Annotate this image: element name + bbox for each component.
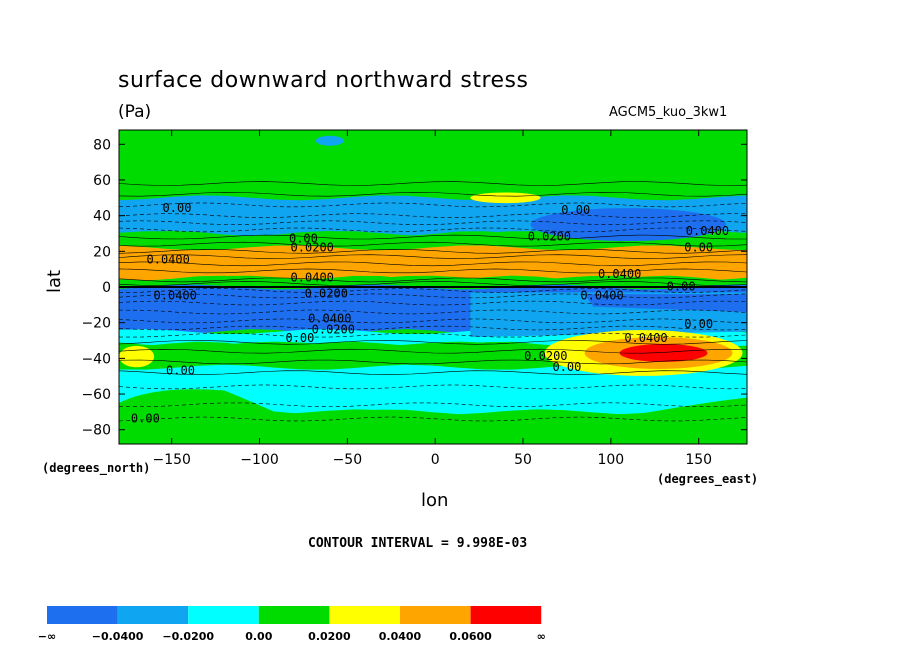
contour-line [119,359,747,365]
contour-label: 0.00 [285,331,314,345]
contour-label: 0.0400 [686,224,729,238]
contour-label: 0.00 [163,201,192,215]
contour-label: 0.00 [684,240,713,254]
contour-interval: CONTOUR INTERVAL = 9.998E-03 [308,536,528,551]
x-tick-label: 100 [597,452,624,468]
colorbar-label: 0.00 [245,630,272,643]
colorbar-label: −0.0200 [162,630,214,643]
x-tick-label: −100 [240,452,278,468]
contour-line [119,281,747,286]
colorbar-swatch [400,606,471,624]
contour-line [119,370,747,375]
antarctic-green [119,389,313,444]
zonal-band [119,130,747,201]
y-tick-label: 20 [93,244,111,260]
y-tick-label: −40 [81,351,111,367]
contour-line [119,268,747,274]
colorbar-label: 0.0200 [308,630,351,643]
sh-positive-core [619,344,708,362]
colorbar-swatch [258,606,330,624]
contour-line [119,248,747,254]
contour-line [119,234,747,240]
zonal-band [119,245,747,281]
contour-label: 0.00 [667,280,696,294]
arctic-cyan-patch [315,135,344,146]
contour-line [119,348,747,354]
colorbar-swatch [117,606,189,624]
x-tick-label: 0 [431,452,440,468]
contour-label: 0.0200 [312,322,355,336]
nh-negative-core [530,208,727,242]
contour-line [119,181,747,186]
contour-label: 0.0400 [291,271,334,285]
contour-label: 0.0200 [528,230,571,244]
colorbar-swatch [47,606,118,624]
model-label: AGCM5_kuo_3kw1 [609,105,728,120]
contour-line [119,340,747,345]
y-tick-label: 0 [102,280,111,296]
contour-label: 0.0200 [305,287,348,301]
colorbar-label: ∞ [537,630,546,643]
contour-label: 0.00 [552,360,581,374]
arctic-green-west [119,130,172,163]
y-tick-label: −20 [81,316,111,332]
colorbar-swatch [188,606,259,624]
contour-label: 0.0400 [147,253,190,267]
contour-line [119,261,747,267]
colorbar-label: −0.0400 [92,630,144,643]
colorbar-label: 0.0400 [379,630,422,643]
y-tick-label: 40 [93,209,111,225]
colorbar-swatch [329,606,400,624]
x-tick-label: −50 [333,452,363,468]
y-tick-label: 60 [93,173,111,189]
contour-line [119,241,747,247]
contour-label: 0.0400 [598,267,641,281]
y-axis-label: lat [44,269,65,293]
x-axis-units: (degrees_east) [657,472,759,486]
antarctic-green-east [470,397,747,444]
contour-label: 0.00 [561,203,590,217]
chart-title: surface downward northward stress [118,68,529,93]
sh-positive-west [119,345,155,368]
x-tick-label: −150 [152,452,190,468]
x-axis-label: lon [421,490,449,511]
contour-label: 0.0400 [308,312,351,326]
contour-line [119,191,747,197]
colorbar-swatch [470,606,542,624]
chart-units: (Pa) [118,102,152,122]
contour-label: 0.00 [684,317,713,331]
contour-line [119,254,747,259]
contour-label: 0.0400 [154,288,197,302]
contour-label: 0.00 [289,231,318,245]
contour-label: 0.00 [131,412,160,426]
contour-line [119,277,747,283]
colorbar-label: −∞ [38,630,56,643]
colorbar-label: 0.0600 [449,630,492,643]
contour-label: 0.0400 [580,288,623,302]
y-tick-label: −80 [81,423,111,439]
sh-blue-core [215,299,409,318]
y-tick-label: 80 [93,137,111,153]
sh-blue-east [584,294,747,312]
contour-label: 0.00 [166,363,195,377]
zonal-band [119,364,747,415]
x-tick-label: 50 [514,452,532,468]
contour-label: 0.0200 [291,240,334,254]
y-axis-units: (degrees_north) [42,461,151,475]
x-tick-label: 150 [685,452,712,468]
contour-label: 0.0400 [624,331,667,345]
nh-positive-patch [470,192,541,204]
contour-label: 0.0200 [524,349,567,363]
y-tick-label: −60 [81,387,111,403]
